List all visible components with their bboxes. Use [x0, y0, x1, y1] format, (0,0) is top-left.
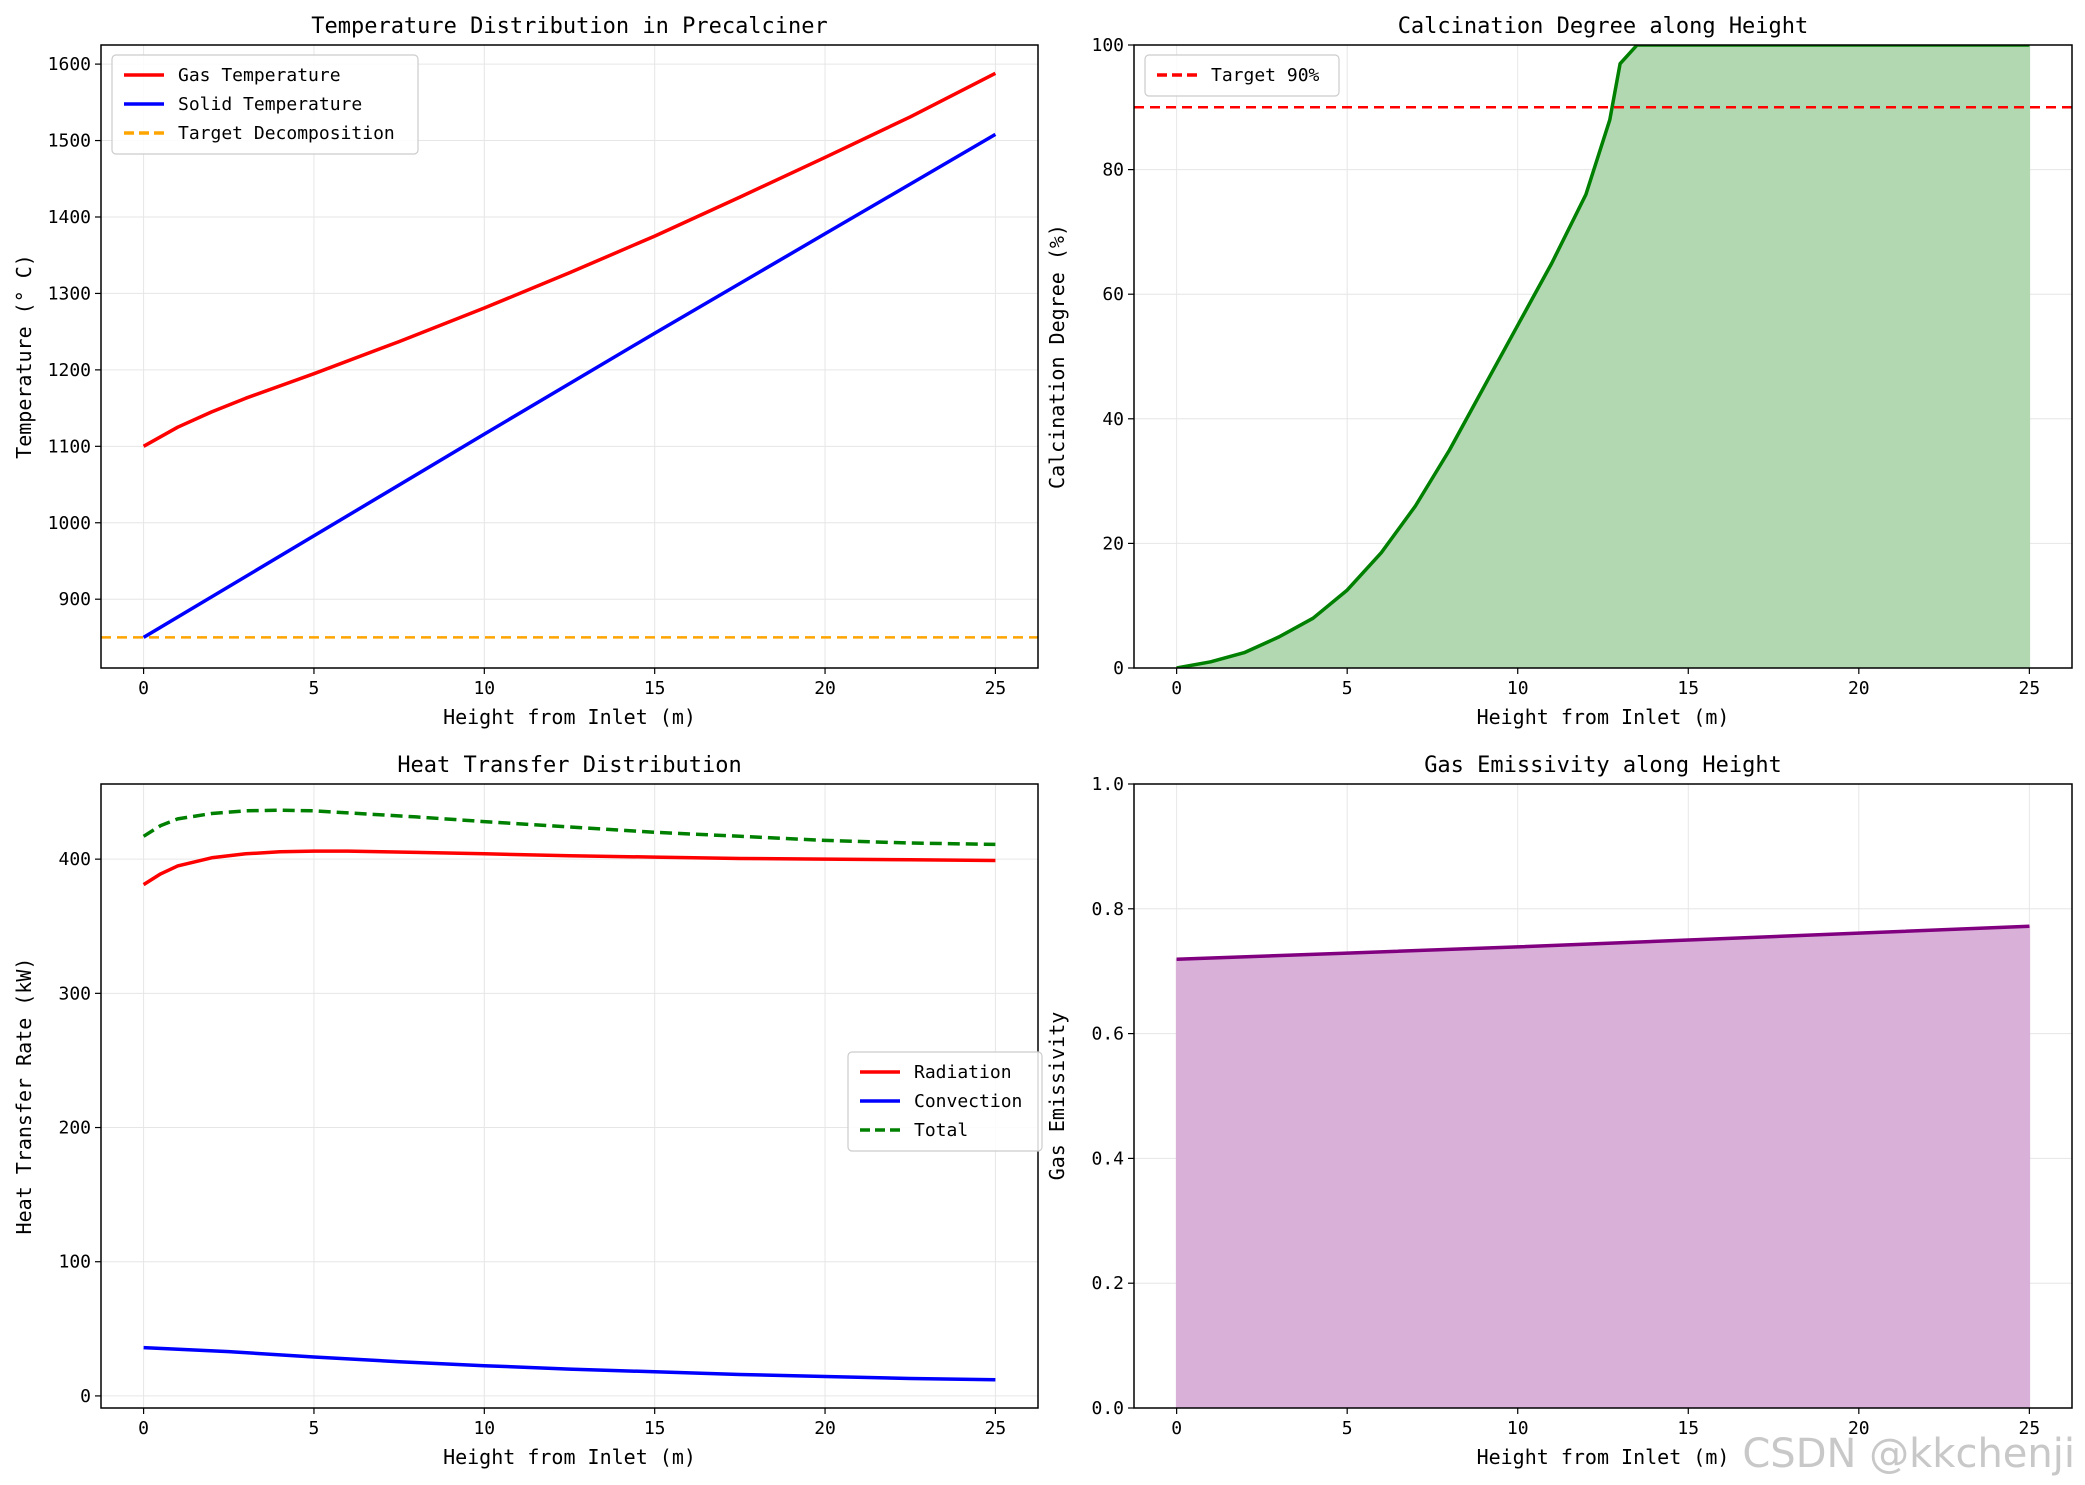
y-axis-label: Gas Emissivity: [1045, 1012, 1069, 1181]
x-tick-label: 25: [985, 678, 1007, 699]
y-tick-label: 1600: [48, 54, 91, 75]
y-tick-label: 1000: [48, 513, 91, 534]
x-axis-label: Height from Inlet (m): [443, 1445, 696, 1469]
y-tick-label: 1.0: [1091, 774, 1124, 795]
legend-label: Radiation: [914, 1062, 1012, 1083]
plot-area: [142, 808, 996, 1382]
y-tick-label: 1400: [48, 207, 91, 228]
temperature-chart: 0 5 10 15 20 25 900 1000 1100 1200 1300 1400 1500 160…: [12, 14, 1039, 729]
y-tick-label: 400: [58, 849, 91, 870]
x-tick-label: 15: [644, 1418, 666, 1439]
y-tick-label: 60: [1102, 284, 1124, 305]
legend: Target 90%: [1144, 54, 1340, 97]
area-fill: [1175, 925, 2031, 1408]
y-tick-label: 200: [58, 1118, 91, 1139]
y-tick-label: 0.8: [1091, 899, 1124, 920]
y-tick-label: 0.4: [1091, 1148, 1124, 1169]
y-tick-label: 0.0: [1091, 1398, 1124, 1419]
heat-transfer-chart: 0 5 10 15 20 25 0 100 200 300 400 Heat Transfer Dis…: [12, 753, 1043, 1469]
x-tick-label: 20: [814, 1418, 836, 1439]
x-axis-label: Height from Inlet (m): [1477, 705, 1730, 729]
emissivity-chart: 0 5 10 15 20 25 0.0 0.2 0.4 0.6 0.8 1.0 Gas Emissivi…: [1045, 753, 2073, 1469]
legend-label: Convection: [914, 1091, 1022, 1112]
y-tick-label: 0.6: [1091, 1024, 1124, 1045]
y-tick-label: 1500: [48, 131, 91, 152]
x-tick-label: 5: [1342, 1418, 1353, 1439]
x-tick-label: 20: [814, 678, 836, 699]
chart-title: Heat Transfer Distribution: [397, 753, 741, 778]
y-tick-label: 100: [1091, 35, 1124, 56]
x-tick-label: 15: [644, 678, 666, 699]
y-tick-label: 0: [1113, 658, 1124, 679]
legend-label: Total: [914, 1120, 968, 1141]
axes-frame: [1133, 44, 2073, 669]
x-axis-label: Height from Inlet (m): [1477, 1445, 1730, 1469]
series-line: [142, 808, 996, 847]
x-tick-label: 0: [138, 678, 149, 699]
x-tick-label: 25: [985, 1418, 1007, 1439]
x-tick-label: 25: [2019, 678, 2041, 699]
series-line: [142, 71, 997, 448]
plot-area: [1134, 45, 2072, 668]
y-tick-label: 80: [1102, 160, 1124, 181]
y-tick-label: 100: [58, 1252, 91, 1273]
x-tick-label: 5: [309, 678, 320, 699]
plot-area: [1175, 924, 2031, 1408]
legend-label: Solid Temperature: [178, 94, 362, 115]
chart-title: Temperature Distribution in Precalciner: [311, 14, 828, 39]
y-axis-label: Calcination Degree (%): [1045, 224, 1069, 489]
x-tick-label: 5: [1342, 678, 1353, 699]
x-tick-label: 25: [2019, 1418, 2041, 1439]
calcination-chart: 0 5 10 15 20 25 0 20 40 60 80 100 Calcination Degree…: [1045, 14, 2073, 729]
x-axis-label: Height from Inlet (m): [443, 705, 696, 729]
axes-frame: [100, 44, 1039, 669]
y-tick-label: 300: [58, 983, 91, 1004]
series-line: [1176, 45, 2030, 668]
y-tick-label: 0: [80, 1386, 91, 1407]
legend-box: [847, 1051, 1043, 1152]
legend-label: Target 90%: [1211, 65, 1320, 86]
x-tick-label: 5: [309, 1418, 320, 1439]
x-tick-label: 0: [138, 1418, 149, 1439]
series-line: [143, 1345, 996, 1382]
chart-title: Gas Emissivity along Height: [1424, 753, 1782, 778]
legend-box: [111, 54, 419, 155]
x-tick-label: 10: [473, 1418, 495, 1439]
legend-label: Target Decomposition: [178, 123, 395, 144]
watermark: CSDN @kkchenji: [1742, 1431, 2075, 1477]
y-tick-label: 1200: [48, 360, 91, 381]
x-tick-label: 10: [473, 678, 495, 699]
x-tick-label: 15: [1677, 678, 1699, 699]
y-tick-label: 1100: [48, 436, 91, 457]
series-line: [1176, 924, 2030, 962]
x-tick-label: 15: [1677, 1418, 1699, 1439]
y-axis-label: Heat Transfer Rate (kW): [12, 958, 36, 1235]
legend-box: [1144, 54, 1340, 97]
legend: Radiation Convection Total: [847, 1051, 1043, 1152]
series-line: [142, 132, 997, 639]
y-tick-label: 1300: [48, 283, 91, 304]
x-tick-label: 20: [1848, 678, 1870, 699]
x-tick-label: 0: [1171, 1418, 1182, 1439]
y-tick-label: 40: [1102, 409, 1124, 430]
y-tick-label: 0.2: [1091, 1273, 1124, 1294]
legend: Gas Temperature Solid Temperature Target D…: [111, 54, 419, 155]
y-axis-label: Temperature (° C): [12, 254, 36, 459]
x-tick-label: 10: [1507, 1418, 1529, 1439]
plot-area: [101, 71, 1038, 639]
x-tick-label: 0: [1171, 678, 1182, 699]
y-tick-label: 900: [58, 589, 91, 610]
x-tick-label: 10: [1507, 678, 1529, 699]
y-tick-label: 20: [1102, 533, 1124, 554]
x-tick-label: 20: [1848, 1418, 1870, 1439]
axes-frame: [1133, 783, 2073, 1409]
chart-title: Calcination Degree along Height: [1398, 14, 1809, 39]
legend-label: Gas Temperature: [178, 65, 341, 86]
series-line: [142, 849, 996, 887]
